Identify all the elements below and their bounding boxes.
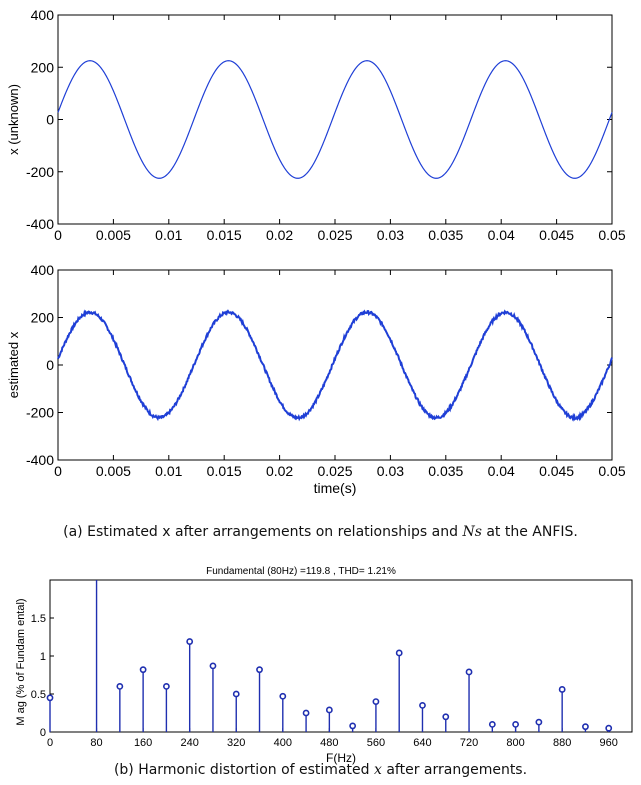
x-tick-label: 560 (367, 737, 385, 749)
x-tick-label: 0.01 (155, 227, 182, 243)
x-tick-label: 240 (181, 737, 199, 749)
x-tick-label: 0.025 (317, 227, 352, 243)
stem-marker (442, 713, 450, 721)
stem-marker (209, 662, 217, 670)
x-tick-label: 0.02 (266, 463, 293, 479)
x-tick-label: 400 (274, 737, 292, 749)
y-axis-label: M ag (% of Fundam ental) (15, 598, 27, 725)
y-tick-label: 1 (40, 651, 46, 663)
x-tick-label: 0.015 (207, 463, 242, 479)
x-tick-label: 0.035 (428, 463, 463, 479)
x-axis-label: F(Hz) (326, 751, 356, 765)
y-tick-label: 200 (31, 310, 55, 326)
stem-marker (535, 718, 543, 726)
x-tick-label: 320 (227, 737, 245, 749)
stem-marker (465, 668, 473, 676)
plot-harmonic-spectrum: Fundamental (80Hz) =119.8 , THD= 1.21% 0 8… (15, 566, 633, 765)
y-tick-label: -400 (26, 216, 54, 232)
y-tick-label: 200 (31, 59, 55, 75)
caption-a-suffix: at the ANFIS. (486, 524, 578, 540)
x-tick-label: 0.01 (155, 463, 182, 479)
stem-marker (488, 721, 496, 728)
stem-marker (162, 683, 170, 690)
stem-marker (325, 706, 333, 714)
x-tick-label: 0.03 (377, 463, 404, 479)
caption-a: (a) Estimated x after arrangements on re… (0, 524, 641, 540)
x-tick-label: 0.005 (96, 463, 131, 479)
series-line (57, 60, 613, 179)
stem-marker (302, 709, 310, 717)
caption-a-prefix: (a) Estimated x after arrangements on re… (63, 524, 458, 540)
caption-a-math: Ns (462, 524, 482, 540)
y-tick-label: 0 (46, 357, 54, 373)
x-tick-label: 960 (600, 737, 618, 749)
x-tick-label: 0 (54, 227, 62, 243)
spectrum-title: Fundamental (80Hz) =119.8 , THD= 1.21% (206, 566, 396, 577)
stem-marker (395, 649, 403, 657)
x-tick-label: 0.04 (488, 227, 515, 243)
caption-b-math: x (373, 762, 382, 778)
plot-x-unknown: 0 0.005 0.01 0.015 0.02 0.025 0.03 0.035 0.04 0.0… (6, 7, 626, 243)
y-axis-label: estimated x (6, 331, 21, 398)
stem-marker (232, 690, 240, 698)
x-tick-label: 0.02 (266, 227, 293, 243)
y-tick-label: -200 (26, 164, 54, 180)
x-tick-label: 0.045 (539, 463, 574, 479)
x-tick-label: 0.015 (207, 227, 242, 243)
stem-marker (116, 683, 124, 690)
x-tick-label: 640 (413, 737, 431, 749)
y-tick-label: 400 (31, 7, 55, 23)
x-tick-label: 0.05 (598, 463, 625, 479)
x-tick-label: 0.03 (377, 227, 404, 243)
axes-frame (57, 269, 613, 461)
x-tick-label: 0.045 (539, 227, 574, 243)
y-tick-label: 0.5 (31, 689, 46, 701)
y-tick-label: 1.5 (31, 613, 46, 625)
y-tick-label: 0 (46, 112, 54, 128)
y-tick-label: -200 (26, 405, 54, 421)
x-tick-label: 0 (54, 463, 62, 479)
caption-b: (b) Harmonic distortion of estimated x a… (0, 762, 641, 778)
y-tick-label: -400 (26, 452, 54, 468)
stem-marker (279, 692, 287, 700)
stem-marker (419, 702, 426, 709)
x-tick-label: 160 (134, 737, 152, 749)
x-tick-label: 800 (506, 737, 524, 749)
caption-b-prefix: (b) Harmonic distortion of estimated (113, 762, 370, 778)
series-line (57, 309, 613, 422)
plot-estimated-x: 0 0.005 0.01 0.015 0.02 0.025 0.03 0.035 0.04 0.0… (6, 262, 626, 496)
x-axis-label: time(s) (314, 480, 357, 496)
x-tick-label: 0.05 (598, 227, 625, 243)
y-tick-label: 0 (40, 727, 46, 739)
stem-marker (512, 721, 519, 728)
x-tick-label: 0.005 (96, 227, 131, 243)
stem-marker (372, 698, 380, 705)
axes-frame (49, 579, 633, 733)
caption-b-suffix: after arrangements. (386, 762, 528, 778)
y-axis-label: x (unknown) (6, 84, 21, 155)
stem-marker (605, 724, 613, 732)
stem-marker (349, 722, 357, 730)
stem-marker (256, 666, 263, 674)
stem-marker (582, 723, 589, 731)
stem-marker (558, 686, 566, 693)
x-tick-label: 880 (553, 737, 571, 749)
x-tick-label: 0.04 (488, 463, 515, 479)
y-tick-label: 400 (31, 262, 55, 278)
stem-marker (139, 666, 147, 674)
axes-frame (57, 14, 613, 225)
x-tick-label: 480 (320, 737, 338, 749)
stem-marker (46, 694, 54, 702)
x-tick-label: 80 (90, 737, 102, 749)
x-tick-label: 0 (47, 737, 53, 749)
x-tick-label: 720 (460, 737, 478, 749)
x-tick-label: 0.035 (428, 227, 463, 243)
stem-marker (186, 638, 194, 645)
x-tick-label: 0.025 (317, 463, 352, 479)
